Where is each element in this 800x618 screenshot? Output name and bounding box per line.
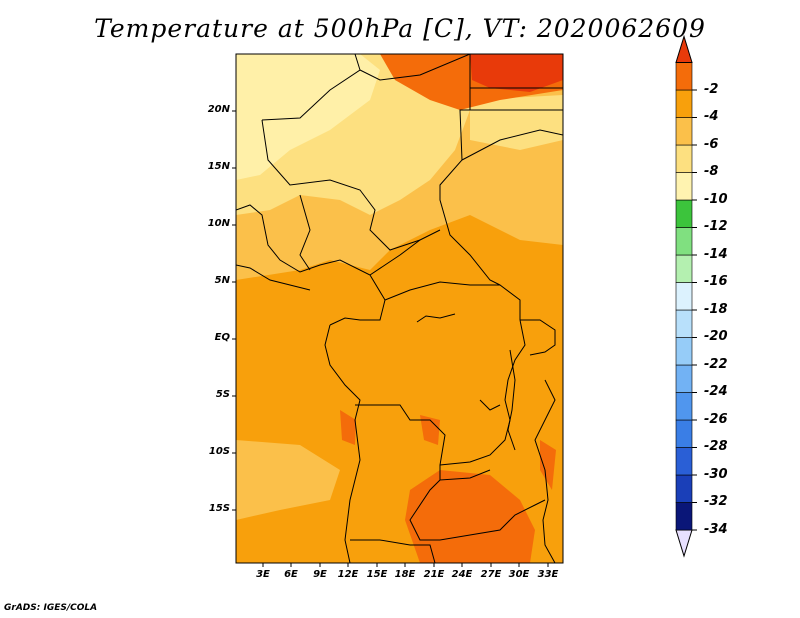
- field-dark-orange-spot3: [540, 440, 556, 490]
- field-pale-yellow: [236, 54, 380, 180]
- lon-label-33e: 33E: [537, 569, 559, 580]
- colorbar-label: -26: [704, 412, 728, 427]
- colorbar-label: -20: [704, 329, 728, 344]
- grads-credit: GrADS: IGES/COLA: [4, 603, 98, 613]
- colorbar-label: -22: [704, 357, 728, 372]
- colorbar-swatch: [675, 419, 693, 448]
- field-light-orange-sw: [236, 440, 340, 520]
- lon-label-3e: 3E: [256, 569, 270, 580]
- field-dark-orange-spot1: [340, 410, 356, 445]
- lon-label-30e: 30E: [508, 569, 530, 580]
- lon-label-9e: 9E: [313, 569, 327, 580]
- lon-label-6e: 6E: [284, 569, 298, 580]
- lon-label-15e: 15E: [366, 569, 388, 580]
- colorbar-max-triangle: [675, 34, 693, 63]
- colorbar-swatch: [675, 364, 693, 393]
- lat-label-eq: EQ: [214, 332, 230, 343]
- colorbar-swatch: [675, 474, 693, 503]
- lon-label-21e: 21E: [423, 569, 445, 580]
- colorbar-label: -16: [704, 274, 728, 289]
- map-title: Temperature at 500hPa [C], VT: 202006260…: [94, 14, 706, 43]
- colorbar: [675, 34, 697, 558]
- field-dark-orange-spot2: [420, 415, 440, 445]
- colorbar-swatch: [675, 89, 693, 118]
- lat-label-5s: 5S: [215, 389, 230, 400]
- colorbar-label: -28: [704, 439, 728, 454]
- colorbar-swatch: [675, 62, 693, 91]
- colorbar-min-triangle: [675, 529, 693, 558]
- country-borders: [236, 54, 563, 563]
- lat-label-20n: 20N: [207, 104, 230, 115]
- colorbar-label: -24: [704, 384, 728, 399]
- lon-label-24e: 24E: [451, 569, 473, 580]
- colorbar-swatch: [675, 447, 693, 476]
- axis-ticks: [232, 110, 549, 567]
- lat-label-15s: 15S: [208, 503, 230, 514]
- colorbar-swatch: [675, 502, 693, 531]
- colorbar-label: -6: [704, 137, 719, 152]
- map-frame: [235, 53, 564, 564]
- colorbar-label: -8: [704, 164, 719, 179]
- colorbar-label: -12: [704, 219, 728, 234]
- lat-label-10n: 10N: [207, 218, 230, 229]
- lat-label-5n: 5N: [214, 275, 230, 286]
- colorbar-swatch: [675, 392, 693, 421]
- colorbar-swatch: [675, 337, 693, 366]
- colorbar-swatch: [675, 172, 693, 201]
- colorbar-label: -34: [704, 522, 728, 537]
- colorbar-label: -4: [704, 109, 719, 124]
- colorbar-label: -10: [704, 192, 728, 207]
- colorbar-swatch: [675, 117, 693, 146]
- colorbar-swatch: [675, 254, 693, 283]
- field-light-yellow-east: [470, 95, 563, 150]
- colorbar-label: -2: [704, 82, 719, 97]
- temperature-field: [236, 54, 563, 563]
- lat-label-15n: 15N: [207, 161, 230, 172]
- colorbar-label: -30: [704, 467, 728, 482]
- lon-label-18e: 18E: [394, 569, 416, 580]
- colorbar-label: -18: [704, 302, 728, 317]
- colorbar-swatch: [675, 227, 693, 256]
- field-red-orange-ne: [470, 54, 563, 92]
- colorbar-swatch: [675, 144, 693, 173]
- colorbar-swatch: [675, 309, 693, 338]
- colorbar-swatch: [675, 282, 693, 311]
- lon-label-27e: 27E: [480, 569, 502, 580]
- colorbar-label: -14: [704, 247, 728, 262]
- colorbar-label: -32: [704, 494, 728, 509]
- colorbar-swatch: [675, 199, 693, 228]
- lat-label-10s: 10S: [208, 446, 230, 457]
- lon-label-12e: 12E: [337, 569, 359, 580]
